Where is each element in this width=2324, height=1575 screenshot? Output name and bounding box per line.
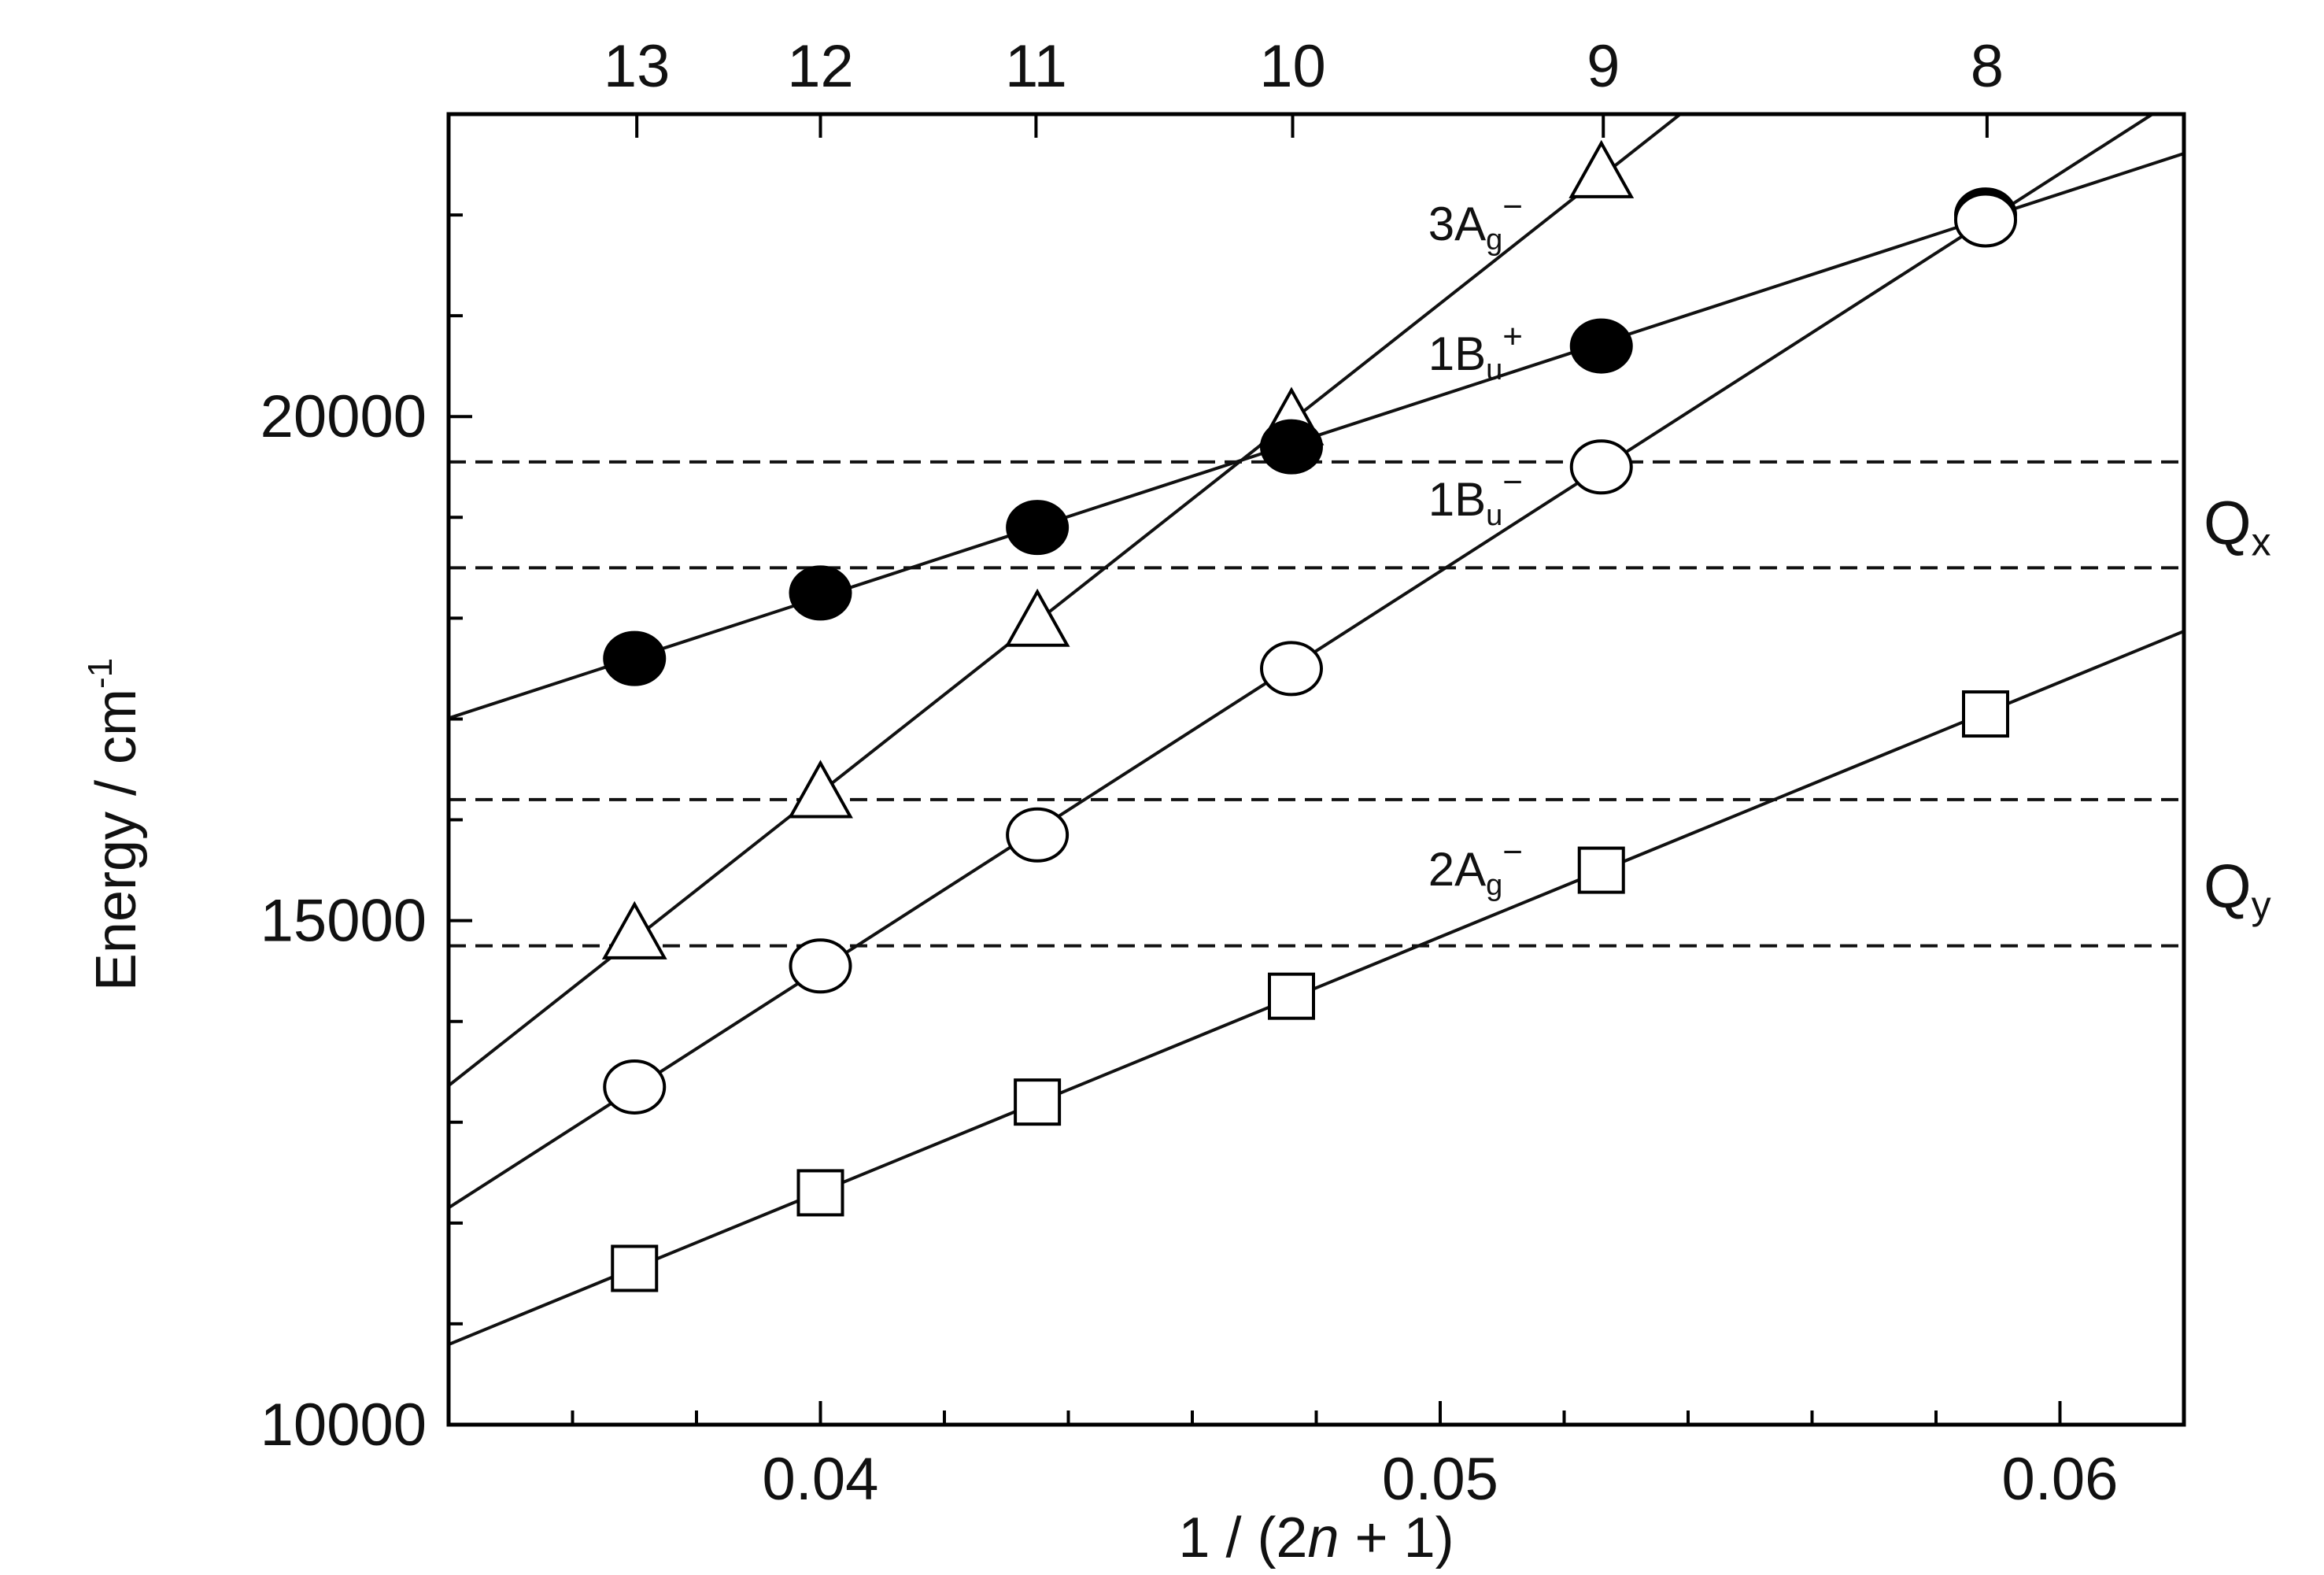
marker-s0-p1 xyxy=(788,760,853,819)
y-axis-title: Energy / cm-1 xyxy=(81,658,148,991)
marker-s2-p1 xyxy=(789,938,852,994)
marker-s2-p2 xyxy=(1006,807,1070,863)
top-tick-label: 13 xyxy=(604,33,671,100)
series-line-2 xyxy=(449,114,2156,1210)
x-axis-title: 1 / (2n + 1) xyxy=(1178,1507,1454,1569)
marker-s0-p2 xyxy=(1004,588,1070,647)
y-axis-title-sup: -1 xyxy=(81,658,120,689)
series-label-0: 3Ag− xyxy=(1428,187,1523,257)
series-label-sup: − xyxy=(1502,187,1523,226)
marker-s1-p0 xyxy=(603,630,667,686)
series-label-sub: g xyxy=(1486,869,1502,902)
marker-s1-p2 xyxy=(1006,500,1070,556)
series-label-1: 1Bu+ xyxy=(1428,317,1523,386)
series-label-main: 1B xyxy=(1428,327,1486,380)
top-tick-label: 9 xyxy=(1587,33,1620,100)
series-label-main: 3A xyxy=(1428,198,1486,250)
band-label-main: Q xyxy=(2204,489,2252,558)
x-tick-label: 0.05 xyxy=(1382,1446,1498,1513)
series-label-sub: g xyxy=(1486,224,1502,257)
plot-frame xyxy=(446,112,2186,1427)
band-label-sub: y xyxy=(2252,883,2271,927)
band-label-main: Q xyxy=(2204,852,2252,921)
marker-s2-p3 xyxy=(1260,641,1323,697)
top-tick-label: 10 xyxy=(1259,33,1326,100)
x-axis-title-part: n xyxy=(1307,1507,1339,1569)
series-lines xyxy=(449,114,2184,1346)
marker-s1-p4 xyxy=(1569,318,1633,374)
reference-lines xyxy=(449,460,2184,948)
y-tick-label: 15000 xyxy=(260,888,427,955)
series-label-sup: − xyxy=(1502,463,1523,501)
series-label-sub: u xyxy=(1486,353,1502,386)
series-label-3: 2Ag− xyxy=(1428,833,1523,902)
band-label-1: Qy xyxy=(2204,852,2271,927)
x-tick-label: 0.04 xyxy=(763,1446,879,1513)
data-markers xyxy=(601,139,2017,1292)
series-label-2: 1Bu− xyxy=(1428,463,1523,532)
y-axis-title-text: Energy / cm xyxy=(85,689,148,991)
y-tick-label: 20000 xyxy=(260,383,427,450)
marker-s3-p1 xyxy=(796,1169,844,1217)
marker-s3-p0 xyxy=(611,1244,659,1292)
marker-s2-p4 xyxy=(1569,439,1633,495)
marker-s2-p5 xyxy=(1954,192,2017,248)
series-label-sub: u xyxy=(1486,499,1502,532)
y-tick-label: 10000 xyxy=(260,1392,427,1459)
marker-s1-p1 xyxy=(789,565,852,621)
chart-labels: 1 / (2n + 1)Energy / cm-13Ag−1Bu+1Bu−2Ag… xyxy=(81,187,2271,1569)
series-label-sup: − xyxy=(1502,833,1523,871)
axes: 10000 15000 20000 0.04 0.05 0.06 13 12 11 10 9 8 xyxy=(260,33,2119,1513)
x-axis-title-part: + 1) xyxy=(1339,1507,1454,1569)
top-tick-label: 11 xyxy=(1005,33,1067,100)
marker-s2-p0 xyxy=(603,1059,667,1115)
marker-s0-p0 xyxy=(601,900,667,959)
marker-s3-p3 xyxy=(1268,972,1315,1020)
x-axis-title-part: 1 / (2 xyxy=(1178,1507,1307,1569)
marker-s1-p3 xyxy=(1260,419,1323,475)
top-tick-label: 12 xyxy=(787,33,854,100)
series-label-main: 2A xyxy=(1428,843,1486,896)
marker-s3-p4 xyxy=(1577,846,1625,894)
series-line-3 xyxy=(449,630,2184,1346)
band-label-sub: x xyxy=(2252,520,2271,564)
series-line-0 xyxy=(449,114,1683,1087)
series-label-sup: + xyxy=(1502,317,1523,356)
marker-s3-p2 xyxy=(1014,1078,1062,1126)
x-tick-label: 0.06 xyxy=(2002,1446,2119,1513)
series-label-main: 1B xyxy=(1428,473,1486,526)
band-label-0: Qx xyxy=(2204,489,2271,564)
marker-s3-p5 xyxy=(1962,690,2009,738)
marker-s0-p4 xyxy=(1568,139,1635,198)
top-tick-label: 8 xyxy=(1971,33,2004,100)
